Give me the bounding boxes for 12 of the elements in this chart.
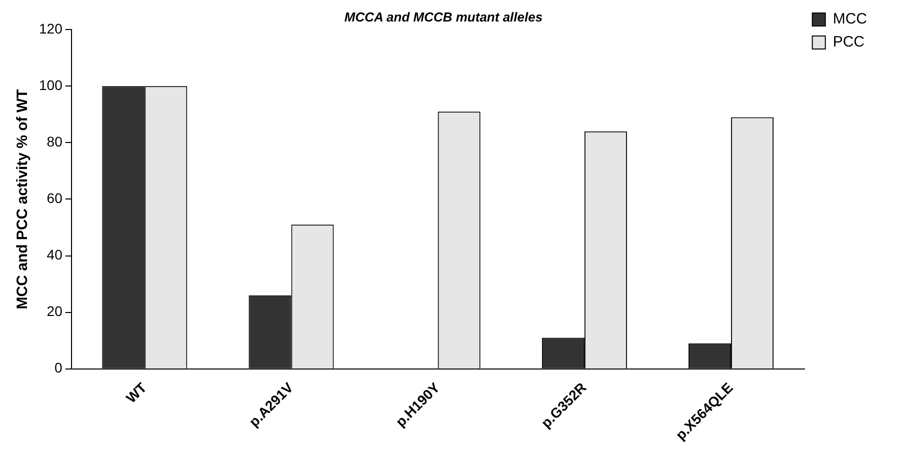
legend-label: PCC (832, 34, 865, 51)
y-axis-title: MCC and PCC activity % of WT (14, 89, 32, 310)
legend-label: MCC (832, 10, 868, 28)
y-tick-label: 80 (46, 134, 63, 150)
y-tick-label: 0 (54, 360, 63, 376)
y-tick-label: 100 (39, 77, 63, 93)
x-tick-label: WT (122, 379, 150, 406)
y-tick-label: 40 (46, 246, 63, 263)
chart-title: MCCA and MCCB mutant alleles (344, 9, 543, 24)
y-tick-label: 60 (46, 190, 63, 206)
y-tick-label: 20 (46, 303, 63, 320)
y-tick-label: 120 (39, 20, 63, 36)
